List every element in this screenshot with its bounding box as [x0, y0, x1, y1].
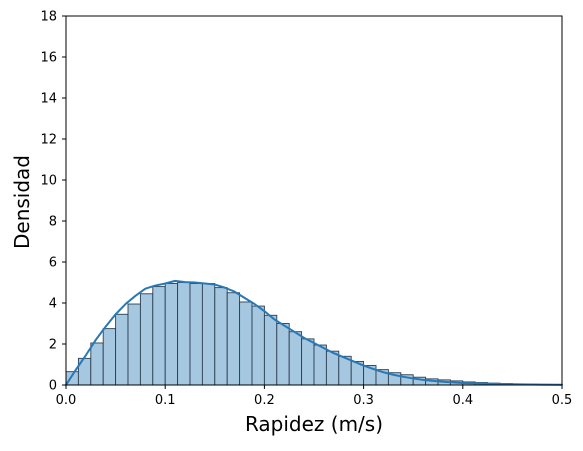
histogram-bar — [128, 304, 140, 385]
bars-layer — [66, 283, 562, 386]
histogram-bar — [202, 284, 214, 385]
y-tick-label: 12 — [40, 133, 57, 148]
x-tick-label: 0.0 — [56, 393, 77, 408]
y-tick-label: 8 — [49, 215, 57, 230]
x-tick-label: 0.4 — [452, 393, 473, 408]
histogram-bar — [240, 302, 252, 385]
y-axis-title: Densidad — [10, 155, 34, 249]
histogram-bar — [314, 345, 326, 385]
histogram-bar — [215, 288, 227, 385]
histogram-bar — [178, 283, 190, 386]
histogram-bar — [264, 315, 276, 385]
histogram-bar — [140, 294, 152, 385]
histogram-bar — [190, 284, 202, 385]
histogram-bar — [91, 343, 103, 385]
y-tick-label: 18 — [40, 10, 57, 25]
x-tick-label: 0.3 — [353, 393, 374, 408]
histogram-bar — [153, 287, 165, 385]
x-tick-label: 0.1 — [155, 393, 176, 408]
y-tick-label: 2 — [49, 338, 57, 353]
histogram-bar — [165, 284, 177, 385]
histogram-bar — [227, 293, 239, 385]
y-tick-label: 0 — [49, 379, 57, 394]
histogram-bar — [302, 339, 314, 385]
x-axis-title: Rapidez (m/s) — [245, 412, 383, 436]
histogram-bar — [326, 351, 338, 385]
histogram-bar — [289, 332, 301, 385]
y-tick-label: 14 — [40, 92, 57, 107]
y-tick-label: 10 — [40, 174, 57, 189]
histogram-bar — [252, 306, 264, 385]
y-tick-label: 16 — [40, 51, 57, 66]
y-tick-label: 6 — [49, 256, 57, 271]
x-tick-label: 0.5 — [552, 393, 573, 408]
y-tick-label: 4 — [49, 297, 57, 312]
histogram-bar — [103, 329, 115, 385]
histogram-bar — [116, 314, 128, 385]
x-tick-label: 0.2 — [254, 393, 275, 408]
histogram-bar — [277, 324, 289, 386]
